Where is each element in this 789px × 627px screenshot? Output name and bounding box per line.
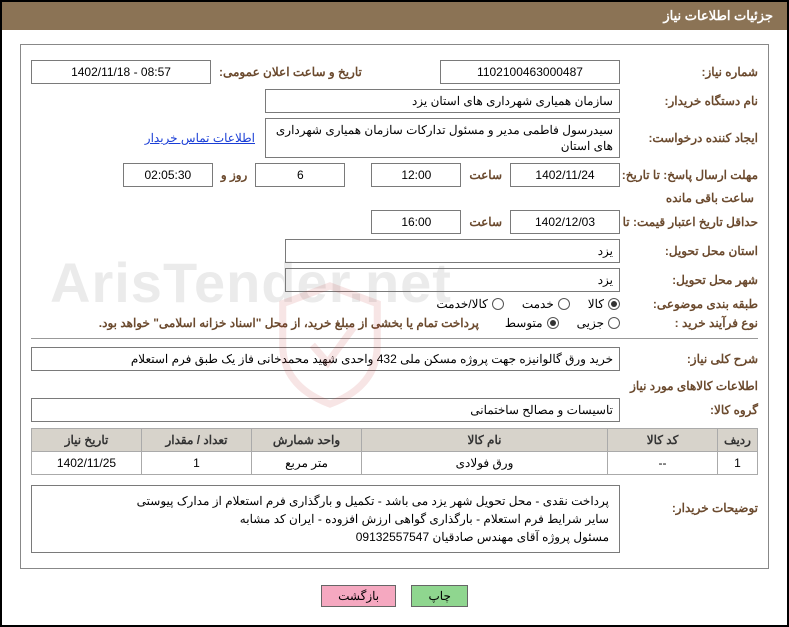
province-label: استان محل تحویل:	[628, 244, 758, 258]
proctype-radio-icon-0[interactable]	[608, 317, 620, 329]
category-radio-label-2: کالا/خدمت	[436, 297, 487, 311]
panel-title: جزئیات اطلاعات نیاز	[2, 2, 787, 30]
buyer-note-label: توضیحات خریدار:	[628, 485, 758, 515]
goods-section-title: اطلاعات کالاهای مورد نیاز	[630, 379, 758, 393]
announce-value: 1402/11/18 - 08:57	[31, 60, 211, 84]
requester-value: سیدرسول فاطمی مدیر و مسئول تدارکات سازما…	[265, 118, 620, 158]
table-header-3: واحد شمارش	[252, 429, 362, 452]
table-header-1: کد کالا	[608, 429, 718, 452]
table-header-4: تعداد / مقدار	[142, 429, 252, 452]
deadline-label: مهلت ارسال پاسخ: تا تاریخ:	[628, 168, 758, 182]
buyer-note-line-1: سایر شرایط فرم استعلام - بارگذاری گواهی …	[42, 510, 609, 528]
category-option-2[interactable]: کالا/خدمت	[436, 297, 503, 311]
category-radio-icon-1[interactable]	[558, 298, 570, 310]
detail-panel: جزئیات اطلاعات نیاز شماره نیاز: 11021004…	[0, 0, 789, 627]
contact-link[interactable]: اطلاعات تماس خریدار	[145, 131, 255, 145]
proctype-radio-label-0: جزیی	[577, 316, 604, 330]
table-cell-0-2: ورق فولادی	[362, 452, 608, 475]
announce-label: تاریخ و ساعت اعلان عمومی:	[219, 65, 362, 79]
category-label: طبقه بندی موضوعی:	[628, 297, 758, 311]
category-option-0[interactable]: کالا	[588, 297, 620, 311]
deadline-remain-label: ساعت باقی مانده	[666, 191, 754, 205]
table-cell-0-5: 1402/11/25	[32, 452, 142, 475]
deadline-days: 6	[255, 163, 345, 187]
back-button[interactable]: بازگشت	[321, 585, 396, 607]
general-desc-value: خرید ورق گالوانیزه جهت پروژه مسکن ملی 43…	[31, 347, 620, 371]
province-value: یزد	[285, 239, 620, 263]
proctype-option-1[interactable]: متوسط	[505, 316, 559, 330]
info-section: شماره نیاز: 1102100463000487 تاریخ و ساع…	[20, 44, 769, 569]
deadline-hour-label: ساعت	[469, 168, 502, 182]
city-label: شهر محل تحویل:	[628, 273, 758, 287]
validity-label: حداقل تاریخ اعتبار قیمت: تا تاریخ:	[628, 215, 758, 229]
general-desc-label: شرح کلی نیاز:	[628, 352, 758, 366]
goods-group-label: گروه کالا:	[628, 403, 758, 417]
deadline-remain: 02:05:30	[123, 163, 213, 187]
table-cell-0-4: 1	[142, 452, 252, 475]
table-header-2: نام کالا	[362, 429, 608, 452]
table-cell-0-1: --	[608, 452, 718, 475]
deadline-hour: 12:00	[371, 163, 461, 187]
category-radio-label-0: کالا	[588, 297, 604, 311]
category-radio-icon-2[interactable]	[492, 298, 504, 310]
validity-hour: 16:00	[371, 210, 461, 234]
table-header-5: تاریخ نیاز	[32, 429, 142, 452]
need-number-label: شماره نیاز:	[628, 65, 758, 79]
proctype-radio-label-1: متوسط	[505, 316, 543, 330]
validity-date: 1402/12/03	[510, 210, 620, 234]
table-row: 1--ورق فولادیمتر مربع11402/11/25	[32, 452, 758, 475]
category-radio-icon-0[interactable]	[608, 298, 620, 310]
table-header-0: ردیف	[718, 429, 758, 452]
requester-label: ایجاد کننده درخواست:	[628, 131, 758, 145]
proctype-radios: جزیی متوسط	[505, 316, 620, 330]
deadline-daylabel: روز و	[221, 168, 248, 182]
proctype-option-0[interactable]: جزیی	[577, 316, 620, 330]
validity-hour-label: ساعت	[469, 215, 502, 229]
table-cell-0-3: متر مربع	[252, 452, 362, 475]
city-value: یزد	[285, 268, 620, 292]
proc-note: پرداخت تمام یا بخشی از مبلغ خرید، از محل…	[99, 316, 479, 330]
goods-table: ردیفکد کالانام کالاواحد شمارشتعداد / مقد…	[31, 428, 758, 475]
proctype-radio-icon-1[interactable]	[547, 317, 559, 329]
buyer-note-line-2: مسئول پروژه آقای مهندس صادقیان 091325575…	[42, 528, 609, 546]
buyer-org-label: نام دستگاه خریدار:	[628, 94, 758, 108]
deadline-date: 1402/11/24	[510, 163, 620, 187]
buyer-note-line-0: پرداخت نقدی - محل تحویل شهر یزد می باشد …	[42, 492, 609, 510]
category-option-1[interactable]: خدمت	[522, 297, 570, 311]
table-cell-0-0: 1	[718, 452, 758, 475]
need-number-value: 1102100463000487	[440, 60, 620, 84]
buyer-org-value: سازمان همیاری شهرداری های استان یزد	[265, 89, 620, 113]
category-radios: کالا خدمت کالا/خدمت	[436, 297, 620, 311]
buyer-note-text: پرداخت نقدی - محل تحویل شهر یزد می باشد …	[31, 485, 620, 553]
goods-group-value: تاسیسات و مصالح ساختمانی	[31, 398, 620, 422]
proctype-label: نوع فرآیند خرید :	[628, 316, 758, 330]
category-radio-label-1: خدمت	[522, 297, 554, 311]
print-button[interactable]: چاپ	[411, 585, 467, 607]
